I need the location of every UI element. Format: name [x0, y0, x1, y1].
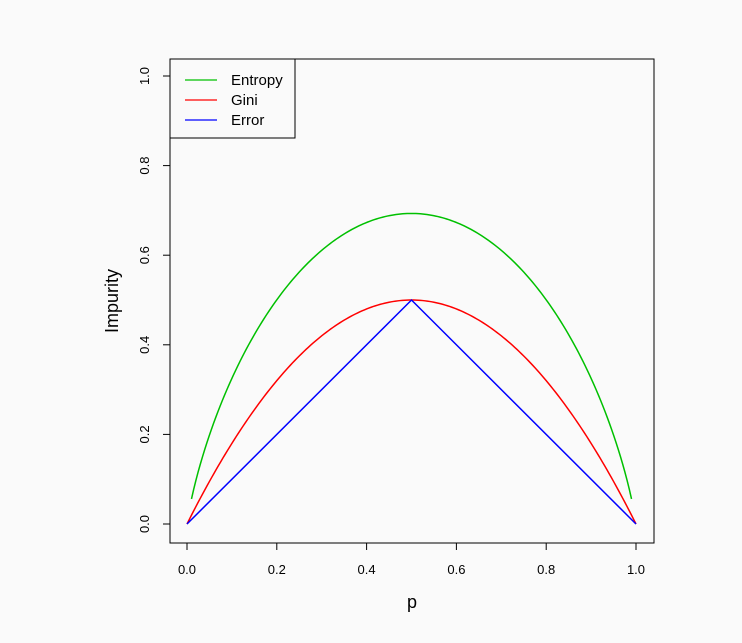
x-tick-label: 1.0 — [627, 562, 645, 577]
series-line-entropy — [190, 212, 633, 500]
series-line-error — [186, 298, 637, 525]
legend-items: Entropy Gini Error — [185, 72, 283, 129]
x-tick-label: 0.2 — [268, 562, 286, 577]
x-tick-label: 0.8 — [537, 562, 555, 577]
y-tick-label: 0.6 — [137, 246, 152, 264]
x-tick-label: 0.4 — [358, 562, 376, 577]
y-axis-title: Impurity — [102, 269, 122, 333]
legend-label-gini: Gini — [231, 92, 258, 109]
y-tick-label: 0.8 — [137, 157, 152, 175]
legend-box — [169, 58, 296, 139]
series-layer — [186, 212, 637, 525]
y-tick-label: 1.0 — [137, 67, 152, 85]
y-tick-label: 0.4 — [137, 336, 152, 354]
x-tick-label: 0.6 — [447, 562, 465, 577]
y-tick-label: 0.2 — [137, 425, 152, 443]
y-axis: 0.0 0.2 0.4 0.6 0.8 1.0 — [137, 67, 171, 533]
x-tick-label: 0.0 — [178, 562, 196, 577]
y-tick-label: 0.0 — [137, 515, 152, 533]
legend-label-entropy: Entropy — [231, 72, 283, 89]
legend-label-error: Error — [231, 112, 264, 129]
legend: Entropy Gini Error — [169, 58, 296, 139]
x-axis-title: p — [407, 592, 417, 612]
x-axis: 0.0 0.2 0.4 0.6 0.8 1.0 — [178, 542, 645, 577]
